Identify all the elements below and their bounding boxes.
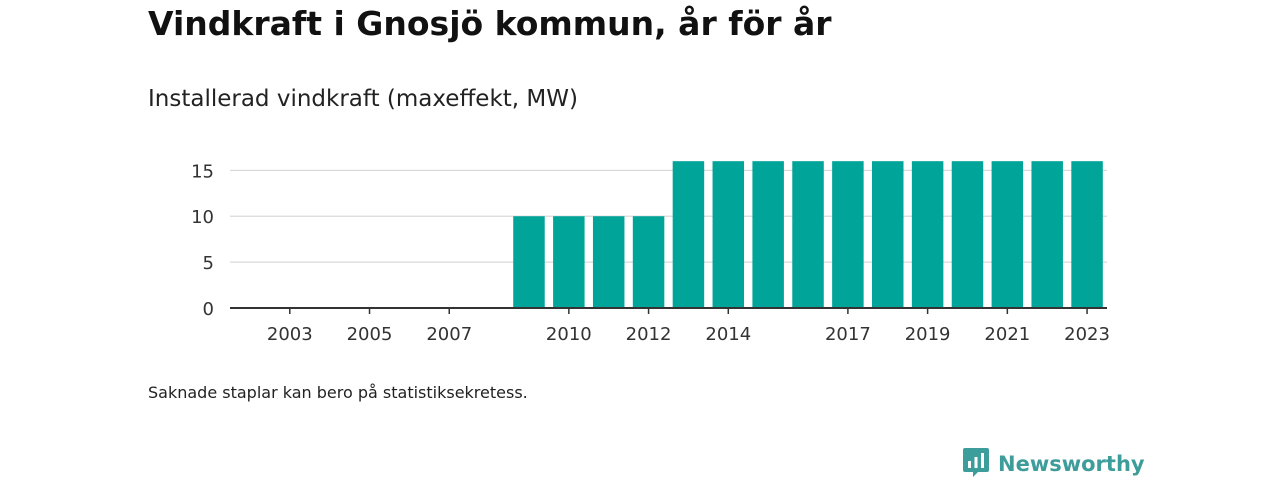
brand-logo[interactable]: Newsworthy	[962, 446, 1145, 482]
bar-2018[interactable]	[872, 161, 904, 308]
y-tick-label: 5	[203, 253, 214, 274]
x-tick-label: 2021	[984, 324, 1030, 345]
bar-2020[interactable]	[951, 161, 984, 308]
x-tick-label: 2019	[905, 324, 951, 345]
y-tick-label: 10	[191, 207, 214, 228]
x-tick-label: 2017	[825, 324, 871, 345]
bar-2022[interactable]	[1031, 161, 1063, 308]
x-tick-label: 2012	[626, 324, 672, 345]
x-tick-label: 2005	[347, 324, 393, 345]
bar-2016[interactable]	[792, 161, 824, 308]
y-tick-label: 0	[203, 299, 214, 320]
bar-2009[interactable]	[513, 216, 545, 308]
bar-2011[interactable]	[592, 216, 625, 308]
x-tick-label: 2007	[426, 324, 472, 345]
x-tick-labels: 2003 2005 2007 2010 2012 2014 2017 2019 2021 2023	[267, 308, 1110, 345]
bar-2010[interactable]	[553, 216, 585, 308]
bar-2017[interactable]	[832, 161, 864, 308]
footnote: Saknade staplar kan bero på statistiksek…	[148, 383, 528, 402]
chart-title: Vindkraft i Gnosjö kommun, år för år	[148, 4, 832, 43]
y-tick-label: 15	[191, 161, 214, 182]
x-tick-label: 2023	[1064, 324, 1110, 345]
bar-2021[interactable]	[991, 161, 1024, 308]
chart-subtitle: Installerad vindkraft (maxeffekt, MW)	[148, 86, 578, 112]
bar-2015[interactable]	[752, 161, 784, 308]
bar-2014[interactable]	[712, 161, 745, 308]
bar-2012[interactable]	[632, 216, 665, 308]
brand-name: Newsworthy	[998, 452, 1145, 476]
bar-2013[interactable]	[672, 161, 705, 308]
bar-2019[interactable]	[911, 161, 944, 308]
x-tick-label: 2003	[267, 324, 313, 345]
newsworthy-logo-icon	[962, 446, 990, 482]
y-tick-labels: 0 5 10 15	[191, 161, 214, 320]
bar-2023[interactable]	[1071, 161, 1103, 308]
x-tick-label: 2010	[546, 324, 592, 345]
x-tick-label: 2014	[705, 324, 751, 345]
bars	[513, 161, 1103, 308]
